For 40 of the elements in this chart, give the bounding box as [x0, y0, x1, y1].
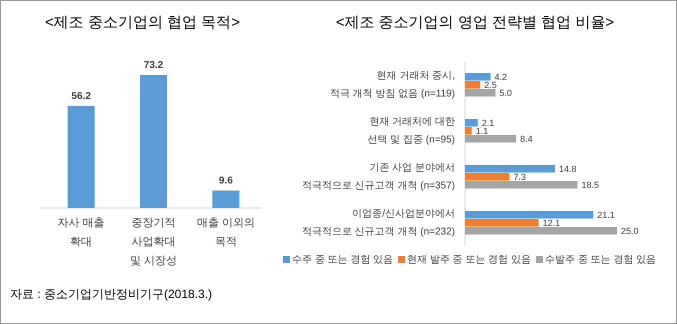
bar — [465, 173, 510, 180]
bar — [465, 81, 480, 88]
data-label: 9.6 — [218, 176, 234, 187]
data-label: 2.1 — [482, 118, 494, 128]
data-label: 56.2 — [71, 90, 92, 102]
bar — [465, 227, 617, 234]
x-tick-label: 매출 이외의 목적 — [196, 217, 255, 248]
data-label: 25.0 — [621, 226, 639, 236]
bar — [465, 127, 472, 134]
text: 자료 : 중소기업기반정비기구(2018.3.) — [10, 287, 212, 301]
bar — [465, 119, 478, 126]
data-label: 14.8 — [558, 164, 577, 174]
legend-label: 수주 중 또는 경험 있음 — [292, 254, 394, 266]
bar — [465, 135, 516, 142]
bar — [465, 165, 555, 172]
y-tick-label: 현재 거래처 중시, 적극 개척 방침 없음 (n=119) — [330, 70, 455, 100]
x-tick-label: 중장기적 사업확대 및 시장성 — [130, 217, 178, 267]
data-label: 2.5 — [484, 80, 497, 90]
data-label: 1.1 — [476, 126, 488, 136]
legend-label: 수발주 중 또는 경험 있음 — [545, 254, 656, 266]
x-tick-label: 자사 매출 확대 — [58, 217, 105, 248]
data-label: 12.1 — [542, 218, 560, 228]
data-label: 18.5 — [581, 180, 600, 190]
chart-title: <제조 중소기업의 협업 목적> — [44, 14, 240, 31]
y-tick-label: 현재 거래처에 대한 선택 및 집중 (n=95) — [367, 116, 455, 146]
y-tick-label: 이업종/신사업분야에서 적극적으로 신규고객 개척 (n=232) — [302, 208, 455, 238]
y-tick-label: 기존 사업 분야에서 적극적으로 신규고객 개척 (n=357) — [302, 162, 455, 192]
data-label: 73.2 — [144, 60, 164, 71]
data-label: 8.4 — [520, 134, 533, 144]
bar — [465, 219, 539, 226]
bar — [465, 211, 594, 218]
bar — [465, 181, 578, 188]
bar — [465, 89, 496, 96]
chart-title: <제조 중소기업의 영업 전략별 협업 비율> — [336, 14, 614, 31]
data-label: 4.2 — [494, 72, 508, 82]
legend-label: 현재 발주 중 또는 경험 있음 — [407, 254, 532, 266]
bar — [465, 73, 491, 80]
data-label: 5.0 — [499, 88, 512, 98]
data-label: 21.1 — [597, 210, 615, 220]
data-label: 7.3 — [513, 172, 526, 182]
